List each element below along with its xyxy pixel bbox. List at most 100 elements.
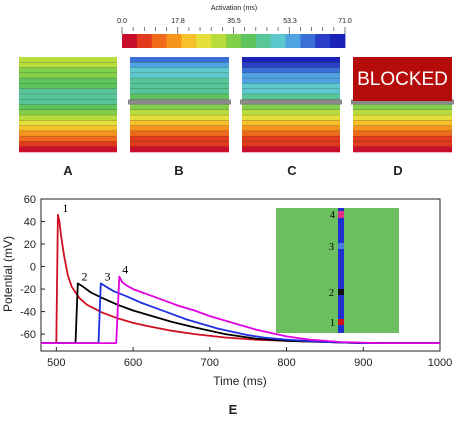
series-label-3: 3 xyxy=(105,269,111,283)
colorbar-cell xyxy=(285,34,301,48)
blocked-text: BLOCKED xyxy=(357,69,448,90)
activation-band xyxy=(242,130,340,137)
conduction-block-bar xyxy=(128,99,231,105)
activation-band xyxy=(353,146,452,153)
series-layer xyxy=(41,213,440,344)
colorbar-tick-label: 0.0 xyxy=(117,18,127,25)
y-tick-label: -60 xyxy=(20,329,36,341)
activation-band xyxy=(19,93,117,100)
activation-band xyxy=(19,99,117,105)
series-line-3 xyxy=(41,282,440,344)
y-tick-label: 40 xyxy=(24,217,36,229)
colorbar-tick-label: 35.5 xyxy=(227,18,241,25)
activation-band xyxy=(19,141,117,148)
inset-fiber xyxy=(338,208,344,333)
x-tick-labels: 500 600 700 800 900 1000 xyxy=(47,357,452,369)
activation-band xyxy=(130,136,229,142)
activation-band xyxy=(130,72,229,79)
series-labels: 1 2 3 4 xyxy=(62,201,128,284)
x-axis-label: Time (ms) xyxy=(213,374,267,388)
colorbar-cell xyxy=(136,34,153,48)
colorbar-cell xyxy=(270,34,286,48)
activation-band xyxy=(130,130,229,137)
inset-label-2: 2 xyxy=(329,288,334,299)
activation-band xyxy=(353,130,452,137)
activation-band xyxy=(242,93,340,100)
colorbar-ticks xyxy=(121,27,346,34)
activation-band xyxy=(242,146,340,153)
activation-band xyxy=(19,130,117,137)
inset-point-3 xyxy=(338,243,344,249)
activation-colorbar: Activation (ms) 0.0 17.8 35.5 53.3 71.0 xyxy=(117,5,352,48)
activation-band xyxy=(130,141,229,148)
colorbar-cell xyxy=(196,34,212,48)
inset-point-1 xyxy=(338,319,344,325)
colorbar-cells xyxy=(122,34,346,48)
x-tick-label: 800 xyxy=(277,357,295,369)
activation-band xyxy=(353,104,452,111)
activation-band xyxy=(242,72,340,79)
inset-label-3: 3 xyxy=(329,242,334,253)
activation-band xyxy=(19,62,117,68)
colorbar-tick-label: 17.8 xyxy=(171,18,185,25)
panel-label-c: C xyxy=(287,163,297,178)
y-tick-label: 60 xyxy=(24,194,36,206)
activation-band xyxy=(19,72,117,79)
activation-band xyxy=(130,88,229,95)
colorbar-cell xyxy=(330,34,346,48)
activation-map-panel-a xyxy=(19,57,117,153)
y-tick-labels: 60 40 20 0 -20 -40 -60 xyxy=(20,194,36,341)
electrode-inset: 4 3 2 1 xyxy=(276,208,399,333)
activation-band xyxy=(19,109,117,116)
colorbar-cell xyxy=(255,34,272,48)
activation-map-panel-b xyxy=(128,57,231,153)
colorbar-cell xyxy=(122,34,138,48)
activation-band xyxy=(19,78,117,84)
activation-band xyxy=(130,104,229,111)
activation-band xyxy=(130,78,229,84)
colorbar-tick-labels: 0.0 17.8 35.5 53.3 71.0 xyxy=(117,18,352,25)
activation-band xyxy=(242,62,340,68)
activation-band xyxy=(19,146,117,153)
activation-band xyxy=(19,104,117,111)
x-tick-label: 900 xyxy=(354,357,372,369)
colorbar-cell xyxy=(211,34,227,48)
colorbar-title: Activation (ms) xyxy=(211,5,257,12)
colorbar-cell xyxy=(166,34,182,48)
activation-band xyxy=(19,67,117,74)
activation-band xyxy=(19,120,117,126)
activation-band xyxy=(242,67,340,74)
activation-band xyxy=(130,146,229,153)
inset-label-4: 4 xyxy=(330,210,335,221)
activation-band xyxy=(130,115,229,121)
activation-map-panel-c xyxy=(240,57,342,153)
activation-band xyxy=(130,120,229,126)
x-tick-label: 1000 xyxy=(428,357,452,369)
colorbar-tick-label: 53.3 xyxy=(283,18,297,25)
activation-band xyxy=(242,120,340,126)
activation-band xyxy=(353,109,452,116)
activation-band xyxy=(242,88,340,95)
x-tick-label: 500 xyxy=(47,357,65,369)
series-label-4: 4 xyxy=(122,263,128,277)
colorbar-cell xyxy=(181,34,197,48)
activation-band xyxy=(242,104,340,111)
panel-label-b: B xyxy=(174,163,183,178)
x-tick-label: 600 xyxy=(124,357,142,369)
activation-band xyxy=(353,141,452,148)
colorbar-cell xyxy=(300,34,316,48)
blocked-overlay: BLOCKED xyxy=(353,57,452,101)
activation-band xyxy=(353,125,452,132)
activation-band xyxy=(130,83,229,89)
panel-label-e: E xyxy=(229,402,238,417)
activation-band xyxy=(130,125,229,132)
activation-band xyxy=(242,57,340,63)
activation-band xyxy=(130,62,229,68)
series-line-4 xyxy=(41,275,440,344)
activation-band xyxy=(242,125,340,132)
activation-band xyxy=(353,115,452,121)
axis-ticks xyxy=(41,198,441,351)
panel-label-a: A xyxy=(63,163,73,178)
activation-band xyxy=(242,109,340,116)
